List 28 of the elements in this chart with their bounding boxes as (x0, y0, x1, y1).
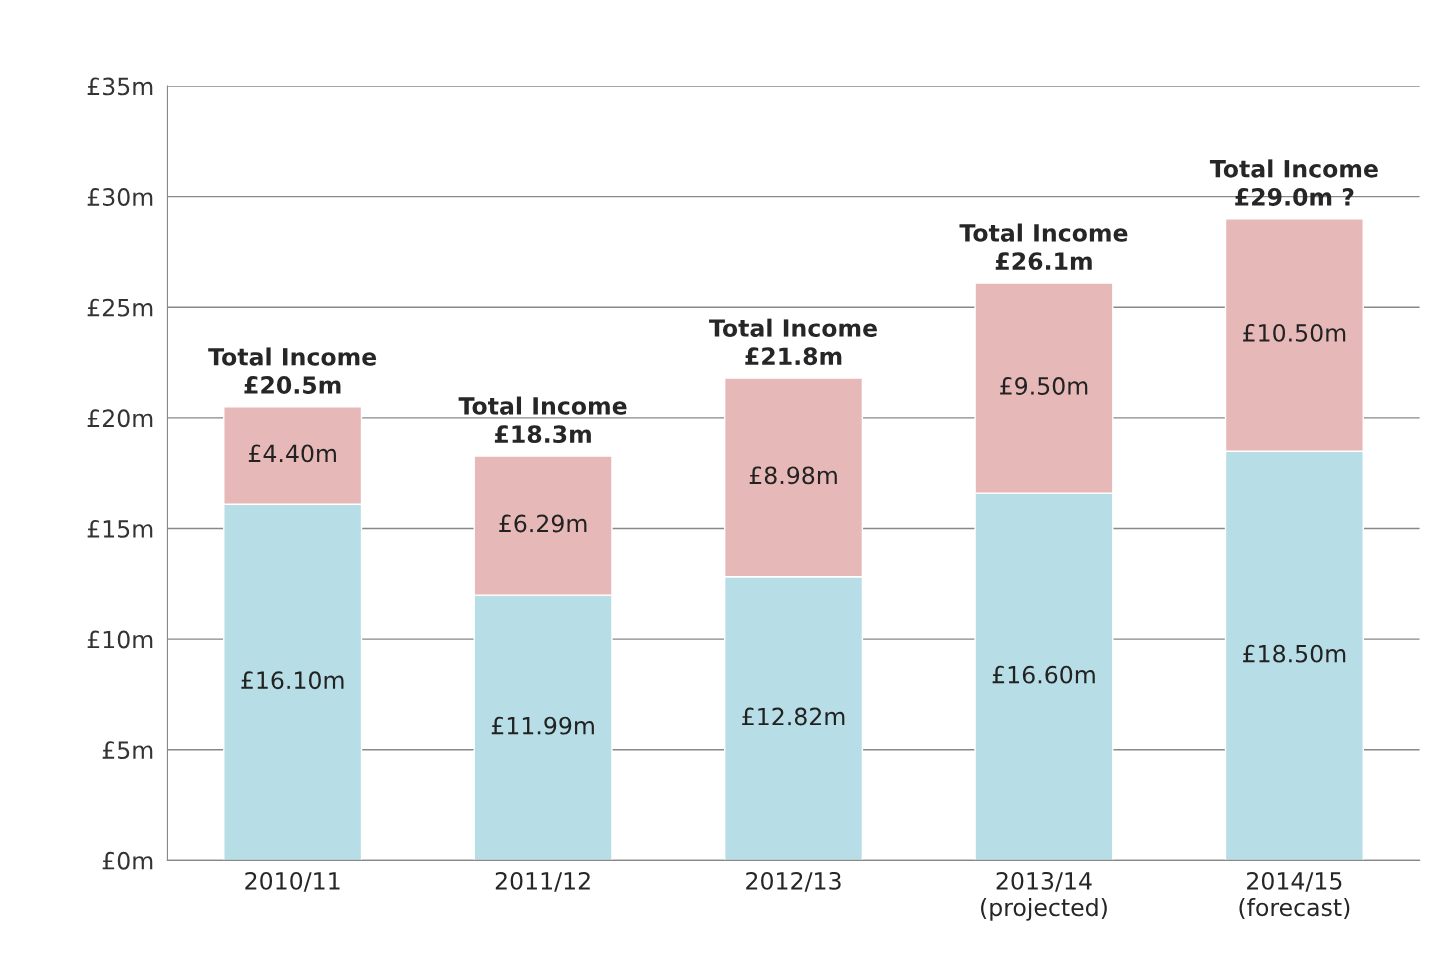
data-label: £9.50m (1000, 377, 1088, 395)
total-label: Total Income £26.1m (959, 223, 1128, 271)
data-label: £12.82m (742, 707, 845, 726)
y-tick-label: £15m (87, 519, 153, 538)
y-tick-label: £25m (87, 298, 153, 317)
y-tick-label: £0m (102, 851, 153, 870)
total-label: Total Income £20.5m (208, 347, 377, 394)
y-tick-label: £10m (87, 630, 153, 649)
data-label: £6.29m (499, 514, 587, 533)
data-label: £18.50m (1243, 644, 1346, 663)
x-tick-label: 2013/14 (projected) (981, 871, 1107, 921)
data-label: £16.10m (241, 671, 344, 690)
x-tick-label: 2011/12 (495, 871, 590, 892)
total-label: Total Income £21.8m (709, 318, 877, 366)
x-tick-label: 2014/15 (forecast) (1239, 871, 1350, 919)
data-label: £11.99m (491, 716, 594, 735)
data-label: £10.50m (1243, 323, 1346, 342)
y-tick-label: £5m (102, 741, 153, 760)
y-tick-label: £35m (87, 77, 153, 96)
data-label: £16.60m (992, 665, 1095, 684)
y-tick-label: £20m (87, 409, 153, 428)
y-tick-label: £30m (87, 188, 153, 206)
x-tick-label: 2012/13 (746, 871, 841, 892)
data-label: £4.40m (248, 444, 336, 463)
total-label: Total Income £29.0m ? (1209, 159, 1378, 206)
x-tick-label: 2010/11 (245, 871, 340, 892)
data-label: £8.98m (749, 466, 837, 485)
total-label: Total Income £18.3m (458, 396, 627, 444)
